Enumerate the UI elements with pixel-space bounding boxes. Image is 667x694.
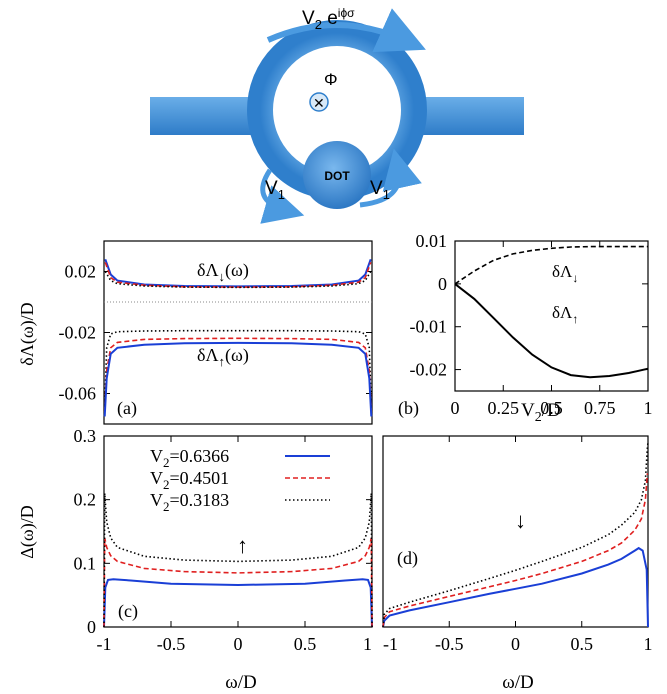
plot-b-xtick-label: 0.25 — [488, 398, 520, 418]
legend-entry-2: V2=0.3183 — [150, 490, 330, 514]
legend-entry-1: V2=0.4501 — [150, 468, 330, 492]
panel-d-arrow: ↓ — [515, 508, 526, 533]
right-coupling-arrow — [359, 148, 422, 208]
panel-b-xlabel: V2/D — [521, 400, 561, 425]
plot-b-xtick-label: 0.5 — [540, 398, 563, 418]
plot-b-ytick-label: 0 — [438, 274, 447, 294]
plot-b-xtick-label: 0.75 — [584, 398, 616, 418]
plot-d-xtick-label: -1 — [383, 634, 398, 654]
panel-c-xlabel: ω/D — [225, 672, 257, 693]
panel-c-tag: (c) — [118, 601, 138, 622]
plot-d-series-2 — [382, 442, 649, 628]
panel-c-frame — [103, 435, 373, 628]
plot-c-ytick-label: 0 — [87, 617, 96, 637]
flux-circle — [309, 92, 329, 112]
plot-d-xtick-label: 0.5 — [571, 634, 594, 654]
panel-c-ylabel: Δ(ω)/D — [17, 505, 38, 558]
plot-b-ytick-label: 0.01 — [416, 231, 448, 251]
plot-a-ytick-label: 0.02 — [65, 262, 97, 282]
left-coupling-arrow — [260, 168, 305, 224]
plot-a-series-1 — [104, 262, 372, 288]
legend-entry-0-label: V2=0.6366 — [150, 446, 229, 470]
dot-label: DOT — [324, 169, 350, 183]
panel-a: (a) δΛ↓(ω) δΛ↑(ω) δΛ(ω)/D — [17, 240, 373, 425]
plot-d-series-0 — [382, 546, 649, 628]
plot-c-ytick-label: 0.2 — [74, 490, 97, 510]
panel-d-xlabel: ω/D — [502, 672, 534, 693]
panel-b-down-label: δΛ↓ — [552, 262, 578, 285]
plot-c-ytick-label: 0.3 — [74, 426, 97, 446]
plot-b-xtick-label: 1 — [644, 398, 653, 418]
ring-dot-schematic: V2 eiϕσ Φ ✕ DOT V1 V1 — [150, 6, 524, 224]
dot — [303, 141, 371, 209]
plot-c: 0 0.1 0.2 0.3 -1 -0.5 0 0.5 1 — [74, 426, 373, 654]
plot-c-series-2 — [103, 493, 373, 628]
legend-entry-2-label: V2=0.3183 — [150, 490, 229, 514]
panel-a-upper-label: δΛ↓(ω) — [197, 260, 249, 284]
plot-b-ytick-label: -0.02 — [410, 360, 448, 380]
plot-d: -1 -0.5 0 0.5 1 — [382, 436, 653, 654]
panel-a-ylabel: δΛ(ω)/D — [17, 302, 38, 365]
plot-b-series-0 — [454, 245, 648, 285]
flux-symbol: Φ — [324, 70, 338, 89]
panel-b-tag: (b) — [398, 398, 419, 419]
panel-b-up-label: δΛ↑ — [552, 303, 578, 326]
plot-b: 0.010-0.01-0.020 0.25 0.5 0.75 1 — [410, 231, 653, 418]
left-lead — [150, 97, 262, 135]
plot-d-series-1 — [382, 473, 649, 628]
plot-c-xtick-label: 0.5 — [294, 634, 317, 654]
plot-d-xtick-label: 0 — [511, 634, 520, 654]
plot-c-ytick-label: 0.1 — [74, 553, 97, 573]
plot-c-series-0 — [103, 578, 373, 628]
plot-b-series-1 — [454, 283, 649, 379]
legend-entry-0: V2=0.6366 — [150, 446, 330, 470]
legend: V2=0.6366 V2=0.4501 V2=0.3183 — [150, 446, 330, 514]
plot-a-series-4 — [103, 337, 373, 412]
plot-a-ytick-label: -0.02 — [59, 323, 97, 343]
panel-a-lower-label: δΛ↑(ω) — [197, 345, 249, 369]
right-lead — [412, 97, 524, 135]
panel-d-tag: (d) — [397, 548, 418, 569]
panel-c-arrow: ↑ — [237, 533, 248, 558]
flux-cross-icon: ✕ — [313, 95, 325, 111]
plot-c-xtick-label: 0 — [234, 634, 243, 654]
panel-c: (c) ↑ Δ(ω)/D ω/D — [17, 435, 373, 693]
plot-c-xtick-label: -1 — [97, 634, 112, 654]
plot-layer: 0.02-0.02-0.060.010-0.01-0.020 0.25 0.5 0.7… — [59, 231, 653, 654]
legend-entry-1-label: V2=0.4501 — [150, 468, 229, 492]
panel-a-tag: (a) — [117, 398, 137, 419]
hopping-label: V2 eiϕσ — [302, 6, 355, 32]
plot-a-series-5 — [103, 341, 373, 417]
plot-c-xtick-label: -0.5 — [157, 634, 186, 654]
plot-d-xtick-label: 1 — [644, 634, 653, 654]
hopping-arrow — [266, 8, 426, 53]
right-coupling-label: V1 — [370, 178, 390, 202]
plot-b-xtick-label: 0 — [451, 398, 460, 418]
plot-d-xtick-label: -0.5 — [435, 634, 464, 654]
left-coupling-label: V1 — [265, 178, 285, 202]
plot-c-xtick-label: 1 — [363, 634, 372, 654]
plot-b-ytick-label: -0.01 — [410, 317, 448, 337]
plot-a-ytick-label: -0.06 — [59, 384, 97, 404]
plot-a: 0.02 -0.02 -0.06 — [59, 258, 373, 417]
